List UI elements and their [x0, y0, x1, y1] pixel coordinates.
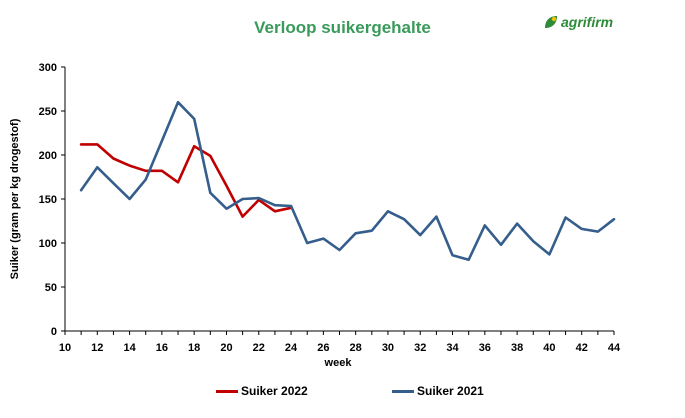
x-tick-label: 30: [382, 342, 394, 354]
x-tick-label: 24: [285, 342, 298, 354]
legend-label-2021: Suiker 2021: [417, 384, 484, 398]
legend-swatch-2021: [392, 389, 414, 393]
x-tick-label: 36: [479, 342, 491, 354]
x-tick-label: 14: [123, 342, 136, 354]
x-tick-label: 22: [253, 342, 265, 354]
x-tick-label: 16: [156, 342, 168, 354]
x-tick-label: 10: [59, 342, 71, 354]
x-tick-label: 18: [188, 342, 200, 354]
x-tick-label: 44: [608, 342, 621, 354]
x-axis: 10 12 14 16 18 20 22 24 26 28 30 32 34 36 38 40 42 44: [59, 330, 621, 354]
y-tick-label: 100: [39, 238, 57, 250]
x-tick-label: 40: [543, 342, 555, 354]
x-axis-label: week: [324, 357, 353, 369]
chart-title: Verloop suikergehalte: [254, 18, 431, 37]
y-tick-label: 50: [45, 282, 57, 294]
agrifirm-logo: agrifirm: [543, 14, 613, 30]
y-tick-label: 200: [39, 150, 57, 162]
leaf-icon: [545, 16, 557, 28]
y-tick-label: 300: [39, 62, 57, 74]
x-tick-label: 34: [446, 342, 459, 354]
series-line-suiker-2022: [79, 143, 293, 218]
x-tick-label: 28: [350, 342, 362, 354]
logo-text: agrifirm: [561, 14, 614, 30]
legend-label-2022: Suiker 2022: [241, 384, 308, 398]
legend-item-2021: Suiker 2021: [392, 384, 484, 398]
y-axis-label: Suiker (gram per kg drogestof): [9, 118, 21, 279]
y-tick-label: 150: [39, 194, 57, 206]
legend: Suiker 2022 Suiker 2021: [0, 384, 685, 404]
legend-item-2022: Suiker 2022: [216, 384, 308, 398]
chart-series: [79, 100, 616, 262]
x-tick-label: 32: [414, 342, 426, 354]
y-axis: 0 50 100 150 200 250 300: [39, 62, 66, 338]
x-tick-label: 26: [317, 342, 329, 354]
x-tick-label: 12: [91, 342, 103, 354]
y-tick-label: 0: [51, 326, 57, 338]
legend-swatch-2022: [216, 389, 238, 393]
y-tick-label: 250: [39, 106, 57, 118]
x-tick-label: 20: [220, 342, 232, 354]
x-tick-label: 38: [511, 342, 523, 354]
series-line-suiker-2021: [79, 100, 616, 262]
x-tick-label: 42: [576, 342, 588, 354]
